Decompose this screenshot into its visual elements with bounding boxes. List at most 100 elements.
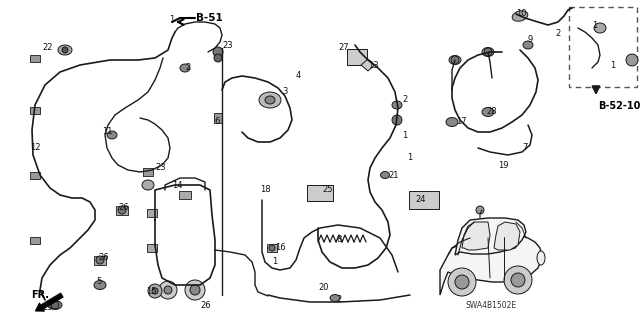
Circle shape [51, 301, 59, 309]
Polygon shape [361, 59, 375, 71]
Text: 24: 24 [415, 196, 426, 204]
Text: 26: 26 [118, 204, 129, 212]
Bar [30, 107, 40, 114]
Circle shape [455, 275, 469, 289]
Polygon shape [440, 234, 542, 295]
Text: 1: 1 [170, 16, 175, 25]
Text: 16: 16 [275, 243, 285, 253]
Text: 14: 14 [172, 182, 182, 190]
Ellipse shape [107, 131, 117, 139]
Circle shape [269, 245, 275, 251]
Text: 3: 3 [282, 87, 287, 97]
Circle shape [484, 48, 492, 56]
Text: 1: 1 [407, 153, 412, 162]
Text: 11: 11 [102, 128, 113, 137]
Polygon shape [462, 222, 490, 250]
Text: 10: 10 [516, 10, 527, 19]
Ellipse shape [523, 41, 533, 49]
Circle shape [148, 284, 162, 298]
Text: 23: 23 [222, 41, 232, 50]
Ellipse shape [446, 117, 458, 127]
Ellipse shape [482, 48, 494, 56]
Text: 23: 23 [155, 164, 166, 173]
Ellipse shape [392, 101, 402, 109]
Text: 21: 21 [388, 172, 399, 181]
Ellipse shape [94, 280, 106, 290]
Circle shape [164, 286, 172, 294]
FancyBboxPatch shape [409, 191, 439, 209]
Text: B-51: B-51 [196, 13, 223, 23]
Text: 7: 7 [522, 144, 527, 152]
Text: 8: 8 [336, 235, 341, 244]
Ellipse shape [330, 294, 340, 301]
Text: 26: 26 [98, 254, 109, 263]
Bar [30, 172, 40, 179]
Text: 1: 1 [610, 62, 615, 70]
Bar [214, 113, 222, 123]
Bar [147, 244, 157, 252]
Text: 18: 18 [260, 186, 271, 195]
Text: 1: 1 [592, 21, 597, 31]
Circle shape [214, 54, 222, 62]
Ellipse shape [537, 251, 545, 265]
Circle shape [451, 56, 459, 64]
Text: 12: 12 [30, 144, 40, 152]
Circle shape [185, 280, 205, 300]
Text: 26: 26 [200, 301, 211, 310]
Text: 20: 20 [318, 284, 328, 293]
Bar [116, 205, 128, 214]
Text: SWA4B1502E: SWA4B1502E [465, 300, 516, 309]
Circle shape [190, 285, 200, 295]
Text: 17: 17 [456, 117, 467, 127]
Polygon shape [494, 222, 520, 250]
Circle shape [511, 273, 525, 287]
Circle shape [62, 47, 68, 53]
Ellipse shape [180, 64, 190, 72]
Circle shape [504, 266, 532, 294]
Text: 5: 5 [96, 278, 101, 286]
Text: 27: 27 [338, 43, 349, 53]
Bar [179, 191, 191, 199]
Bar [147, 209, 157, 217]
Ellipse shape [58, 45, 72, 55]
Text: B-52-10: B-52-10 [598, 101, 640, 111]
Text: 1: 1 [402, 131, 407, 140]
Ellipse shape [381, 172, 390, 179]
Text: 19: 19 [498, 161, 509, 170]
Ellipse shape [512, 11, 528, 21]
Circle shape [448, 268, 476, 296]
Text: 9: 9 [527, 35, 532, 44]
Circle shape [213, 47, 223, 57]
Text: 2: 2 [555, 29, 560, 39]
Ellipse shape [449, 56, 461, 64]
Bar [30, 55, 40, 62]
Text: 22: 22 [42, 43, 52, 53]
Text: 15: 15 [146, 287, 157, 296]
Text: 6: 6 [214, 117, 220, 127]
Text: 2: 2 [402, 95, 407, 105]
Ellipse shape [594, 23, 606, 33]
Text: 4: 4 [296, 71, 301, 80]
Ellipse shape [265, 96, 275, 104]
Text: 1: 1 [272, 257, 277, 266]
Circle shape [118, 206, 126, 214]
Ellipse shape [482, 108, 494, 116]
Polygon shape [455, 218, 526, 255]
Text: 25: 25 [322, 186, 333, 195]
Circle shape [476, 206, 484, 214]
Circle shape [159, 281, 177, 299]
Bar [30, 236, 40, 243]
Text: 2: 2 [336, 295, 341, 305]
Bar [267, 244, 277, 252]
Text: 29: 29 [42, 303, 52, 313]
Text: 13: 13 [368, 62, 379, 70]
Ellipse shape [259, 92, 281, 108]
Bar [143, 168, 153, 176]
Circle shape [96, 256, 104, 264]
Text: FR.: FR. [31, 290, 49, 300]
Text: 2: 2 [185, 63, 190, 72]
FancyArrow shape [35, 293, 63, 311]
FancyBboxPatch shape [307, 185, 333, 201]
Ellipse shape [142, 180, 154, 190]
Bar [94, 256, 106, 264]
